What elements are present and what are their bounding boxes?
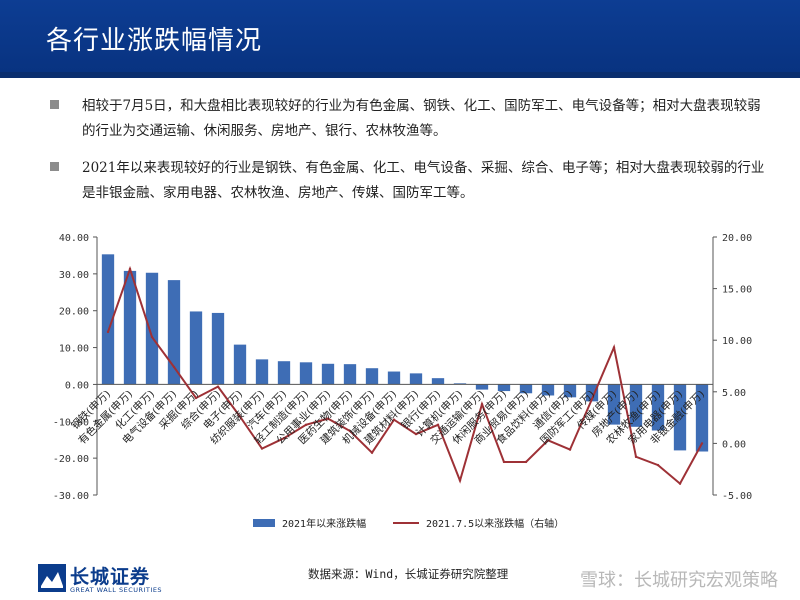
line-point — [106, 330, 110, 334]
line-point — [612, 346, 616, 349]
bar — [519, 384, 533, 394]
category-labels: 钢铁(申万)有色金属(申万)化工(申万)电气设备(申万)采掘(申万)综合(申万)… — [68, 387, 707, 447]
line-point — [194, 396, 198, 400]
logo-text-cn: 长城证券 — [70, 566, 151, 588]
line-point — [260, 447, 264, 450]
y-tick-label: -10.00 — [53, 417, 89, 428]
line-point — [414, 432, 418, 436]
bar — [563, 384, 577, 398]
bar — [101, 254, 115, 385]
line-point — [370, 451, 374, 454]
y2-tick-label: 10.00 — [722, 336, 752, 347]
line-point — [216, 385, 220, 388]
square-bullet-icon — [50, 100, 59, 109]
y-tick-label: 30.00 — [59, 270, 89, 281]
line-point — [150, 335, 154, 339]
y-tick-label: 10.00 — [59, 344, 89, 355]
line-point — [326, 417, 330, 420]
bar — [541, 384, 555, 396]
line-point — [128, 267, 132, 271]
y-tick-label: -30.00 — [53, 491, 89, 502]
line-point — [656, 463, 660, 467]
line-point — [568, 448, 572, 451]
bullet-item: 相较于7月5日，和大盘相比表现较好的行业为有色金属、钢铁、化工、国防军工、电气设… — [50, 94, 770, 144]
line-point — [392, 418, 396, 421]
y2-tick-label: 5.00 — [722, 388, 746, 399]
line-point — [238, 415, 242, 418]
y-tick-label: 20.00 — [59, 307, 89, 318]
line-point — [502, 460, 506, 464]
line-series — [106, 265, 704, 486]
y2-tick-label: -5.00 — [722, 491, 752, 502]
bar — [409, 373, 423, 385]
industry-change-chart: 40.00 30.00 20.00 10.00 0.00 -10.00 -20.00 -30.… — [53, 233, 752, 530]
y-tick-label: -20.00 — [53, 454, 89, 465]
logo-text-en: GREAT WALL SECURITIES — [70, 586, 163, 594]
bullet-text: 相较于7月5日，和大盘相比表现较好的行业为有色金属、钢铁、化工、国防军工、电气设… — [82, 98, 761, 139]
bar — [453, 383, 467, 385]
line-point — [436, 423, 440, 427]
data-source-note: 数据来源：Wind，长城证券研究院整理 — [308, 567, 509, 581]
header-banner: 各行业涨跌幅情况 — [0, 0, 800, 78]
bar — [211, 312, 225, 385]
y-tick-label: 0.00 — [65, 380, 89, 391]
bar — [497, 384, 511, 392]
line-point — [590, 397, 594, 401]
legend-line-label: 2021.7.5以来涨跌幅（右轴） — [426, 517, 564, 530]
line-point — [282, 437, 286, 440]
bar — [673, 384, 687, 451]
bar — [123, 270, 137, 385]
bar — [255, 359, 269, 385]
line-point — [304, 423, 308, 427]
bar — [321, 363, 335, 385]
watermark-text: 雪球：长城研究宏观策略 — [580, 570, 778, 591]
bar — [189, 311, 203, 385]
great-wall-logo-icon — [38, 564, 66, 592]
bullet-text: 2021年以来表现较好的行业是钢铁、有色金属、化工、电气设备、采掘、综合、电子等… — [82, 160, 765, 201]
bar — [585, 384, 599, 402]
line-point — [458, 479, 462, 482]
line-point — [172, 365, 176, 369]
line-path — [107, 265, 703, 486]
bar — [431, 378, 445, 385]
bar — [607, 384, 621, 425]
line-point — [678, 482, 682, 485]
legend-bar-label: 2021年以来涨跌幅 — [282, 517, 366, 530]
bullet-item: 2021年以来表现较好的行业是钢铁、有色金属、化工、电气设备、采掘、综合、电子等… — [50, 156, 770, 206]
bar — [277, 361, 291, 385]
line-point — [348, 429, 352, 433]
bar — [233, 344, 247, 385]
y2-tick-label: 0.00 — [722, 439, 746, 450]
line-point — [524, 460, 528, 464]
bar — [651, 384, 665, 431]
y-tick-label: 40.00 — [59, 233, 89, 244]
y2-tick-label: 15.00 — [722, 285, 752, 296]
bar — [365, 368, 379, 385]
bar — [475, 384, 489, 390]
line-point — [700, 442, 704, 445]
tick-labels: 40.00 30.00 20.00 10.00 0.00 -10.00 -20.00 -30.… — [53, 233, 752, 502]
line-point — [480, 402, 484, 406]
chart-legend: 2021年以来涨跌幅 2021.7.5以来涨跌幅（右轴） — [253, 517, 564, 530]
bar — [629, 384, 643, 427]
chart-axes — [93, 236, 717, 496]
bar-series — [101, 254, 709, 452]
legend-bar-swatch — [253, 519, 275, 527]
bar — [695, 384, 709, 452]
y2-tick-label: 20.00 — [722, 233, 752, 244]
line-point — [546, 439, 550, 442]
bar — [387, 371, 401, 385]
company-logo: 长城证券 GREAT WALL SECURITIES — [38, 560, 198, 596]
bar — [145, 272, 159, 385]
bar — [299, 362, 313, 385]
line-point — [634, 455, 638, 459]
bullet-list: 相较于7月5日，和大盘相比表现较好的行业为有色金属、钢铁、化工、国防军工、电气设… — [50, 94, 770, 218]
page-title: 各行业涨跌幅情况 — [46, 26, 263, 56]
bar — [167, 280, 181, 385]
bar — [343, 364, 357, 385]
square-bullet-icon — [50, 162, 59, 171]
